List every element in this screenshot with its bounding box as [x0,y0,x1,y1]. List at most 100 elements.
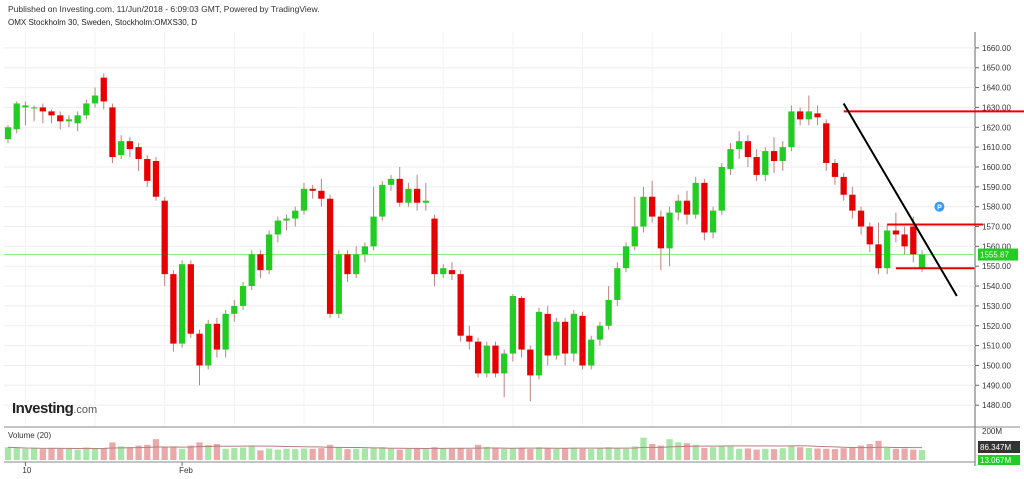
candle-body [257,254,264,271]
volume-bar [144,444,151,460]
volume-bar [431,447,438,460]
volume-bar [718,445,725,460]
volume-bar [74,449,81,460]
candle-body [109,107,116,158]
last-price-label: 1555.87 [980,251,1009,260]
volume-bar [266,448,273,460]
volume-bar [709,447,717,460]
candle-body [762,151,769,175]
y-tick-label: 1490.00 [982,381,1011,390]
volume-bar [640,437,647,460]
y-tick-label: 1570.00 [982,223,1011,232]
volume-bar [109,442,116,460]
candle-body [501,353,508,374]
volume-bar [675,442,682,460]
candle-body [596,325,604,340]
candle-body [823,123,830,163]
volume-bar [22,448,29,460]
volume-bar [457,448,464,460]
volume-bar [884,448,891,460]
volume-bar [849,447,856,460]
candle-body [910,226,917,255]
volume-bar [30,448,38,460]
volume-bar [544,448,551,460]
candle-body [231,305,238,314]
candle-body [553,321,560,356]
candle-body [4,127,12,140]
volume-bar [300,448,308,460]
marker-label: P [937,205,942,212]
last-price-badge [978,248,1018,261]
candle-body [770,151,778,162]
volume-bar [518,448,525,460]
volume-bar [170,446,177,460]
candle-body [849,194,856,211]
candle-body [796,111,804,120]
y-tick-label: 1480.00 [982,401,1011,410]
candle-body [239,286,247,306]
volume-bar [239,447,247,460]
candle-body [100,77,107,102]
candle-body [579,315,586,366]
volume-bar [39,449,46,460]
candle-body [466,335,473,342]
candle-body [744,141,752,158]
volume-bar [483,446,490,460]
volume-bar [561,448,569,460]
candle-body [13,103,20,130]
candle-body [170,274,177,344]
volume-bar [805,448,812,460]
volume-bar [48,448,55,460]
x-tick-label: 10 [22,466,31,475]
candle-body [831,163,839,177]
volume-bar [701,448,708,460]
candle-body [422,200,429,203]
candle-body [875,244,882,269]
candle-body [918,254,926,269]
candle-body [509,295,517,354]
volume-bar [683,443,691,460]
y-tick-label: 1590.00 [982,183,1011,192]
candle-body [483,345,490,374]
volume-bar [535,447,543,460]
volume-bar [892,448,900,460]
candle-body [718,166,725,211]
y-tick-label: 1660.00 [982,44,1011,53]
candle-body [379,184,386,217]
y-tick-label: 1540.00 [982,282,1011,291]
candle-body [222,313,229,350]
y-tick-label: 1530.00 [982,302,1011,311]
volume-bar [205,444,212,460]
candle-body [709,210,717,233]
candle-body [457,274,464,336]
candle-body [692,182,699,215]
volume-bar [657,445,664,460]
volume-bar [553,448,560,460]
volume-bar [727,446,734,460]
investing-logo: Investing.com [12,400,97,417]
candle-body [631,226,638,247]
volume-bar [161,447,168,460]
candle-body [344,254,351,275]
volume-bar [187,445,194,460]
volume-bar [135,445,142,460]
volume-bar [118,446,125,460]
candle-body [205,323,212,366]
volume-current-label: 86.347M [980,443,1011,452]
candle-body [213,323,221,350]
candle-body [544,313,551,356]
candle-body [649,196,656,217]
candle-body [561,321,569,354]
volume-bar [588,449,595,460]
logo-suffix: .com [73,404,98,416]
volume-bar [779,448,786,460]
candle-body [187,264,194,334]
volume-bar [152,439,160,460]
candle-body [361,246,369,255]
y-tick-label: 1510.00 [982,342,1011,351]
volume-bar [474,444,482,460]
volume-bar [579,448,586,460]
candle-body [126,141,134,150]
volume-bar [231,448,238,460]
